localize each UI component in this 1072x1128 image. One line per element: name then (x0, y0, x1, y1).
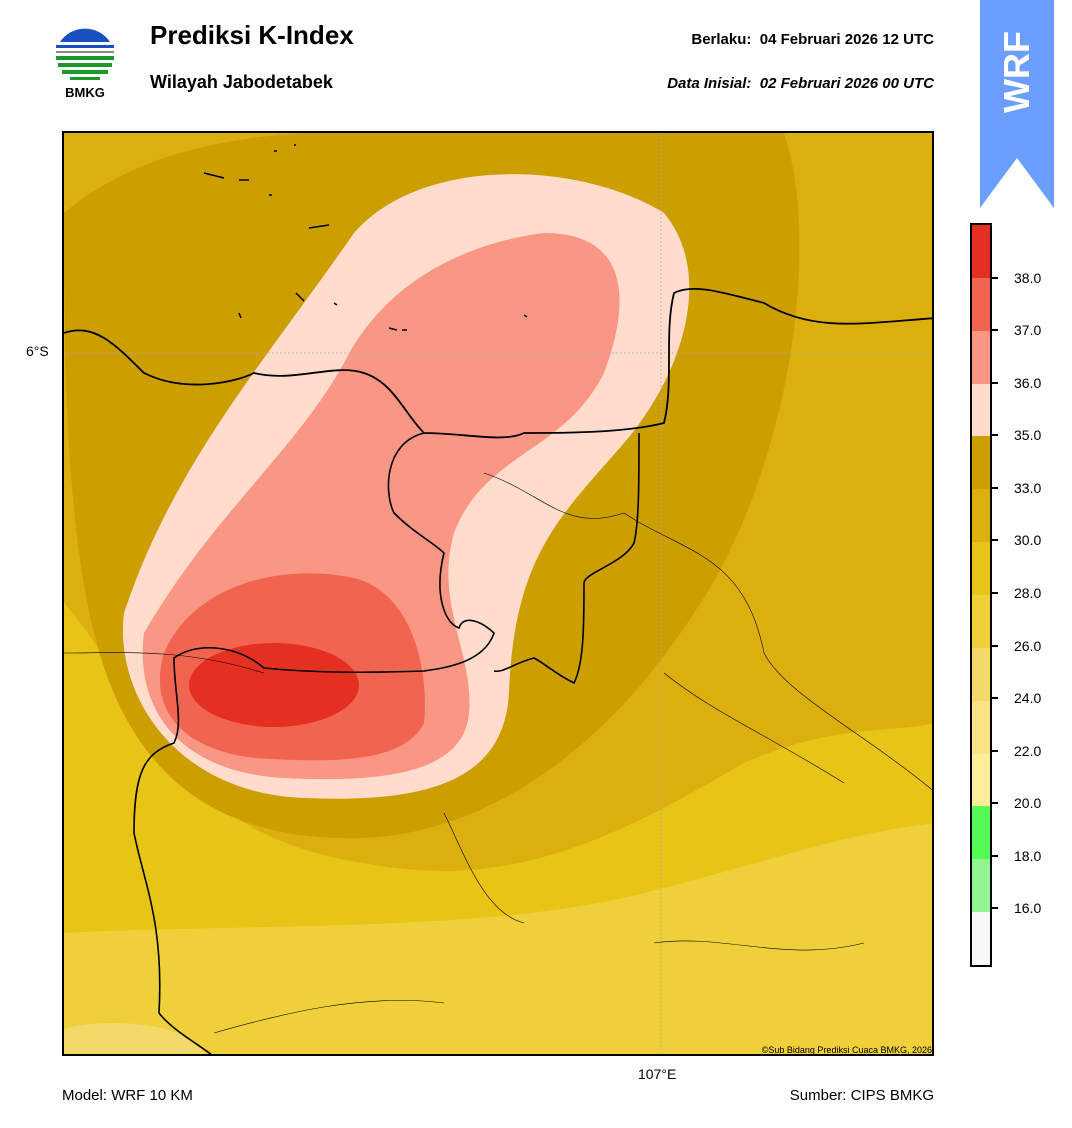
colorbar-tick (990, 749, 998, 752)
longitude-label: 107°E (638, 1066, 677, 1082)
page-subtitle: Wilayah Jabodetabek (150, 72, 333, 92)
colorbar-tick-label: 38.0 (1014, 269, 1042, 286)
colorbar-tick-label: 24.0 (1014, 690, 1042, 707)
wrf-badge-label: WRF (996, 31, 1037, 113)
province-border-east (493, 432, 640, 685)
valid-label: Berlaku: (691, 31, 752, 48)
colorbar-tick (990, 592, 998, 594)
colorbar-segment (972, 542, 990, 596)
colorbar (970, 223, 992, 967)
colorbar-tick-label: 26.0 (1014, 637, 1042, 654)
colorbar-segment (972, 330, 990, 384)
thousand-islands (203, 144, 528, 331)
colorbar-tick (990, 907, 998, 910)
init-time: Data Inisial: 02 Februari 2026 00 UTC (667, 75, 934, 92)
colorbar-segment (972, 859, 990, 913)
colorbar-tick (990, 486, 998, 489)
k-index-map: ©Sub Bidang Prediksi Cuaca BMKG, 2026 (62, 131, 934, 1056)
contour-field: ©Sub Bidang Prediksi Cuaca BMKG, 2026 (64, 133, 932, 1055)
colorbar-segment (972, 489, 990, 543)
colorbar-tick-label: 28.0 (1014, 585, 1042, 601)
colorbar-segment (972, 912, 990, 966)
colorbar-tick-label: 30.0 (1014, 532, 1042, 549)
colorbar-segment (972, 647, 990, 701)
wrf-badge-shape (980, 0, 1054, 208)
valid-value: 04 Februari 2026 12 UTC (759, 31, 934, 48)
copyright-text: ©Sub Bidang Prediksi Cuaca BMKG, 2026 (762, 1045, 932, 1055)
colorbar-tick-label: 18.0 (1014, 847, 1042, 864)
colorbar-tick-label: 35.0 (1014, 427, 1042, 444)
colorbar-tick-label: 22.0 (1014, 742, 1042, 759)
colorbar-tick (990, 644, 998, 647)
colorbar-tick (990, 854, 998, 857)
bmkg-logo: BMKG (55, 22, 115, 100)
colorbar-tick (990, 539, 998, 542)
regency-borders (64, 472, 932, 1034)
colorbar-segment (972, 277, 990, 331)
colorbar-tick-label: 20.0 (1014, 795, 1042, 812)
colorbar-segment (972, 383, 990, 437)
page-title: Prediksi K-Index (150, 20, 354, 50)
colorbar-tick (990, 802, 998, 805)
contour-26-28 (64, 823, 932, 1054)
colorbar-tick-label: 36.0 (1014, 374, 1042, 391)
colorbar-tick (990, 434, 998, 437)
colorbar-segment (972, 436, 990, 490)
svg-text:BMKG: BMKG (65, 85, 105, 100)
source-label: Sumber: CIPS BMKG (789, 1087, 934, 1104)
colorbar-segment (972, 753, 990, 807)
valid-time: Berlaku: 04 Februari 2026 12 UTC (691, 31, 934, 48)
colorbar-segment (972, 700, 990, 754)
latitude-label: 6°S (26, 343, 49, 359)
colorbar-tick (990, 329, 998, 332)
coastline (64, 287, 932, 439)
colorbar-segment (972, 595, 990, 648)
colorbar-tick (990, 697, 998, 700)
contour-24-26 (64, 1023, 204, 1054)
init-value: 02 Februari 2026 00 UTC (759, 75, 934, 92)
model-label: Model: WRF 10 KM (62, 1087, 193, 1104)
colorbar-segment (972, 225, 990, 278)
contour-38-plus (189, 643, 359, 727)
colorbar-segment (972, 806, 990, 860)
colorbar-tick (990, 381, 998, 384)
colorbar-tick-label: 37.0 (1014, 322, 1042, 339)
colorbar-tick (990, 276, 998, 279)
wrf-badge: WRF (980, 0, 1054, 208)
init-label: Data Inisial: (667, 75, 752, 92)
province-border-west (133, 432, 495, 1054)
colorbar-tick-label: 33.0 (1014, 479, 1042, 496)
colorbar-tick-label: 16.0 (1014, 900, 1042, 917)
